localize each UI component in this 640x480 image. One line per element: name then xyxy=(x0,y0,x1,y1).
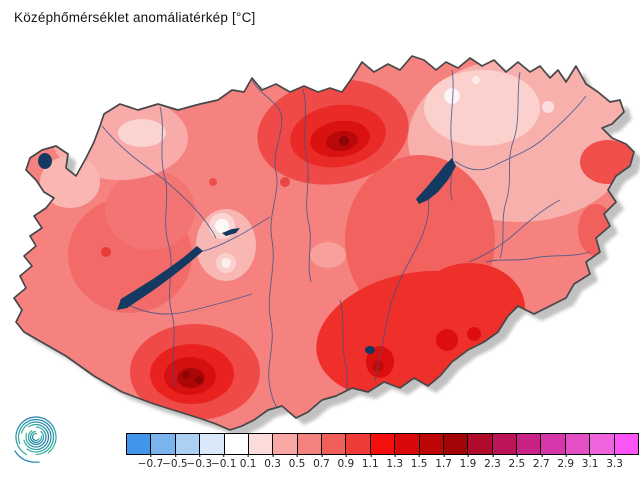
colorbar-tick-label: 2.9 xyxy=(557,454,575,470)
colorbar-tick-label: 0.1 xyxy=(239,454,257,470)
lake-ferto xyxy=(38,153,52,169)
colorbar-tick-label: 0.5 xyxy=(288,454,306,470)
lakes xyxy=(38,153,456,354)
border-line xyxy=(450,69,454,201)
colorbar-cell xyxy=(321,434,346,454)
river-danube xyxy=(251,79,286,419)
anomaly-contours xyxy=(14,56,634,430)
colorbar-tick-label: −0.5 xyxy=(162,454,188,470)
river-tisza-upper xyxy=(454,95,587,171)
anomaly-spot xyxy=(467,327,481,341)
river-tisza-lower xyxy=(374,197,430,382)
colorbar-cell xyxy=(127,434,151,454)
anomaly-region xyxy=(40,156,100,208)
lake-south-small xyxy=(365,346,375,354)
border-line xyxy=(119,293,253,315)
border-line xyxy=(101,125,217,239)
colorbar-tick-label: 0.7 xyxy=(313,454,330,470)
border-line xyxy=(302,88,312,283)
colorbar-cell xyxy=(467,434,492,454)
border-line xyxy=(199,216,271,253)
colorbar-tick-label: 3.3 xyxy=(606,454,623,470)
colorbar-tick-label: 0.3 xyxy=(264,454,281,470)
colorbar-tick-label: 2.7 xyxy=(532,454,550,470)
colorbar-cell xyxy=(564,434,590,454)
colorbar-cell xyxy=(394,434,419,454)
border-line xyxy=(468,199,561,263)
anomaly-region xyxy=(118,119,166,147)
colorbar-tick-label: 1.7 xyxy=(435,454,452,470)
colorbar-tick-label: 2.3 xyxy=(484,454,501,470)
anomaly-spot xyxy=(101,247,111,257)
omsz-spiral-logo-icon xyxy=(14,416,57,463)
colorbar-tick-label: 1.9 xyxy=(459,454,477,470)
colorbar-ticks: −0.7 −0.5 −0.3 −0.1 0.1 0.3 0.5 0.7 0.9 1.1 1.3 1.5… xyxy=(126,454,639,472)
anomaly-spot xyxy=(209,178,217,186)
river-koros xyxy=(485,251,591,263)
colorbar-tick-label: 3.1 xyxy=(581,454,599,470)
colorbar-tick-label: 0.9 xyxy=(337,454,355,470)
anomaly-spot xyxy=(280,177,290,187)
anomaly-spot xyxy=(472,76,480,84)
spiral-tail xyxy=(14,450,40,463)
anomaly-spot xyxy=(436,329,458,351)
county-borders xyxy=(101,69,591,419)
colorbar-cell xyxy=(272,434,297,454)
colorbar-cell xyxy=(199,434,224,454)
lake-tisza xyxy=(416,158,456,204)
colorbar-cell xyxy=(150,434,175,454)
colorbar-cell xyxy=(589,434,614,454)
anomaly-spot xyxy=(215,219,229,233)
lake-balaton xyxy=(117,246,203,310)
colorbar-cell xyxy=(369,434,395,454)
colorbar-cell xyxy=(613,434,638,454)
colorbar xyxy=(126,433,639,455)
colorbar-cell xyxy=(516,434,541,454)
border-line xyxy=(499,71,521,259)
anomaly-region xyxy=(424,70,540,146)
anomaly-spot xyxy=(542,101,554,113)
anomaly-spot xyxy=(221,258,231,268)
colorbar-cell xyxy=(540,434,565,454)
colorbar-tick-label: 1.3 xyxy=(386,454,404,470)
colorbar-tick-label: −0.7 xyxy=(137,454,164,470)
colorbar-cell xyxy=(174,434,200,454)
colorbar-cell xyxy=(491,434,516,454)
colorbar-cell xyxy=(296,434,321,454)
border-line xyxy=(159,106,169,243)
anomaly-spot xyxy=(182,371,190,379)
colorbar-tick-label: 1.1 xyxy=(361,454,379,470)
colorbar-tick-label: −0.1 xyxy=(210,454,237,470)
colorbar-cell xyxy=(345,434,370,454)
anomaly-spot xyxy=(195,376,203,384)
lake-velence xyxy=(222,228,240,236)
colorbar-tick-label: 2.5 xyxy=(508,454,526,470)
colorbar-cell xyxy=(442,434,468,454)
anomaly-region xyxy=(310,242,346,268)
colorbar-cell xyxy=(247,434,273,454)
anomaly-region xyxy=(105,170,195,250)
page-title: Középhőmérséklet anomáliatérkép [°C] xyxy=(14,10,256,25)
colorbar-cell xyxy=(418,434,443,454)
anomaly-spot xyxy=(444,88,460,104)
colorbar-tick-label: −0.3 xyxy=(186,454,213,470)
anomaly-spot xyxy=(339,136,349,146)
colorbar-cell xyxy=(223,434,248,454)
colorbar-tick-label: 1.5 xyxy=(410,454,428,470)
